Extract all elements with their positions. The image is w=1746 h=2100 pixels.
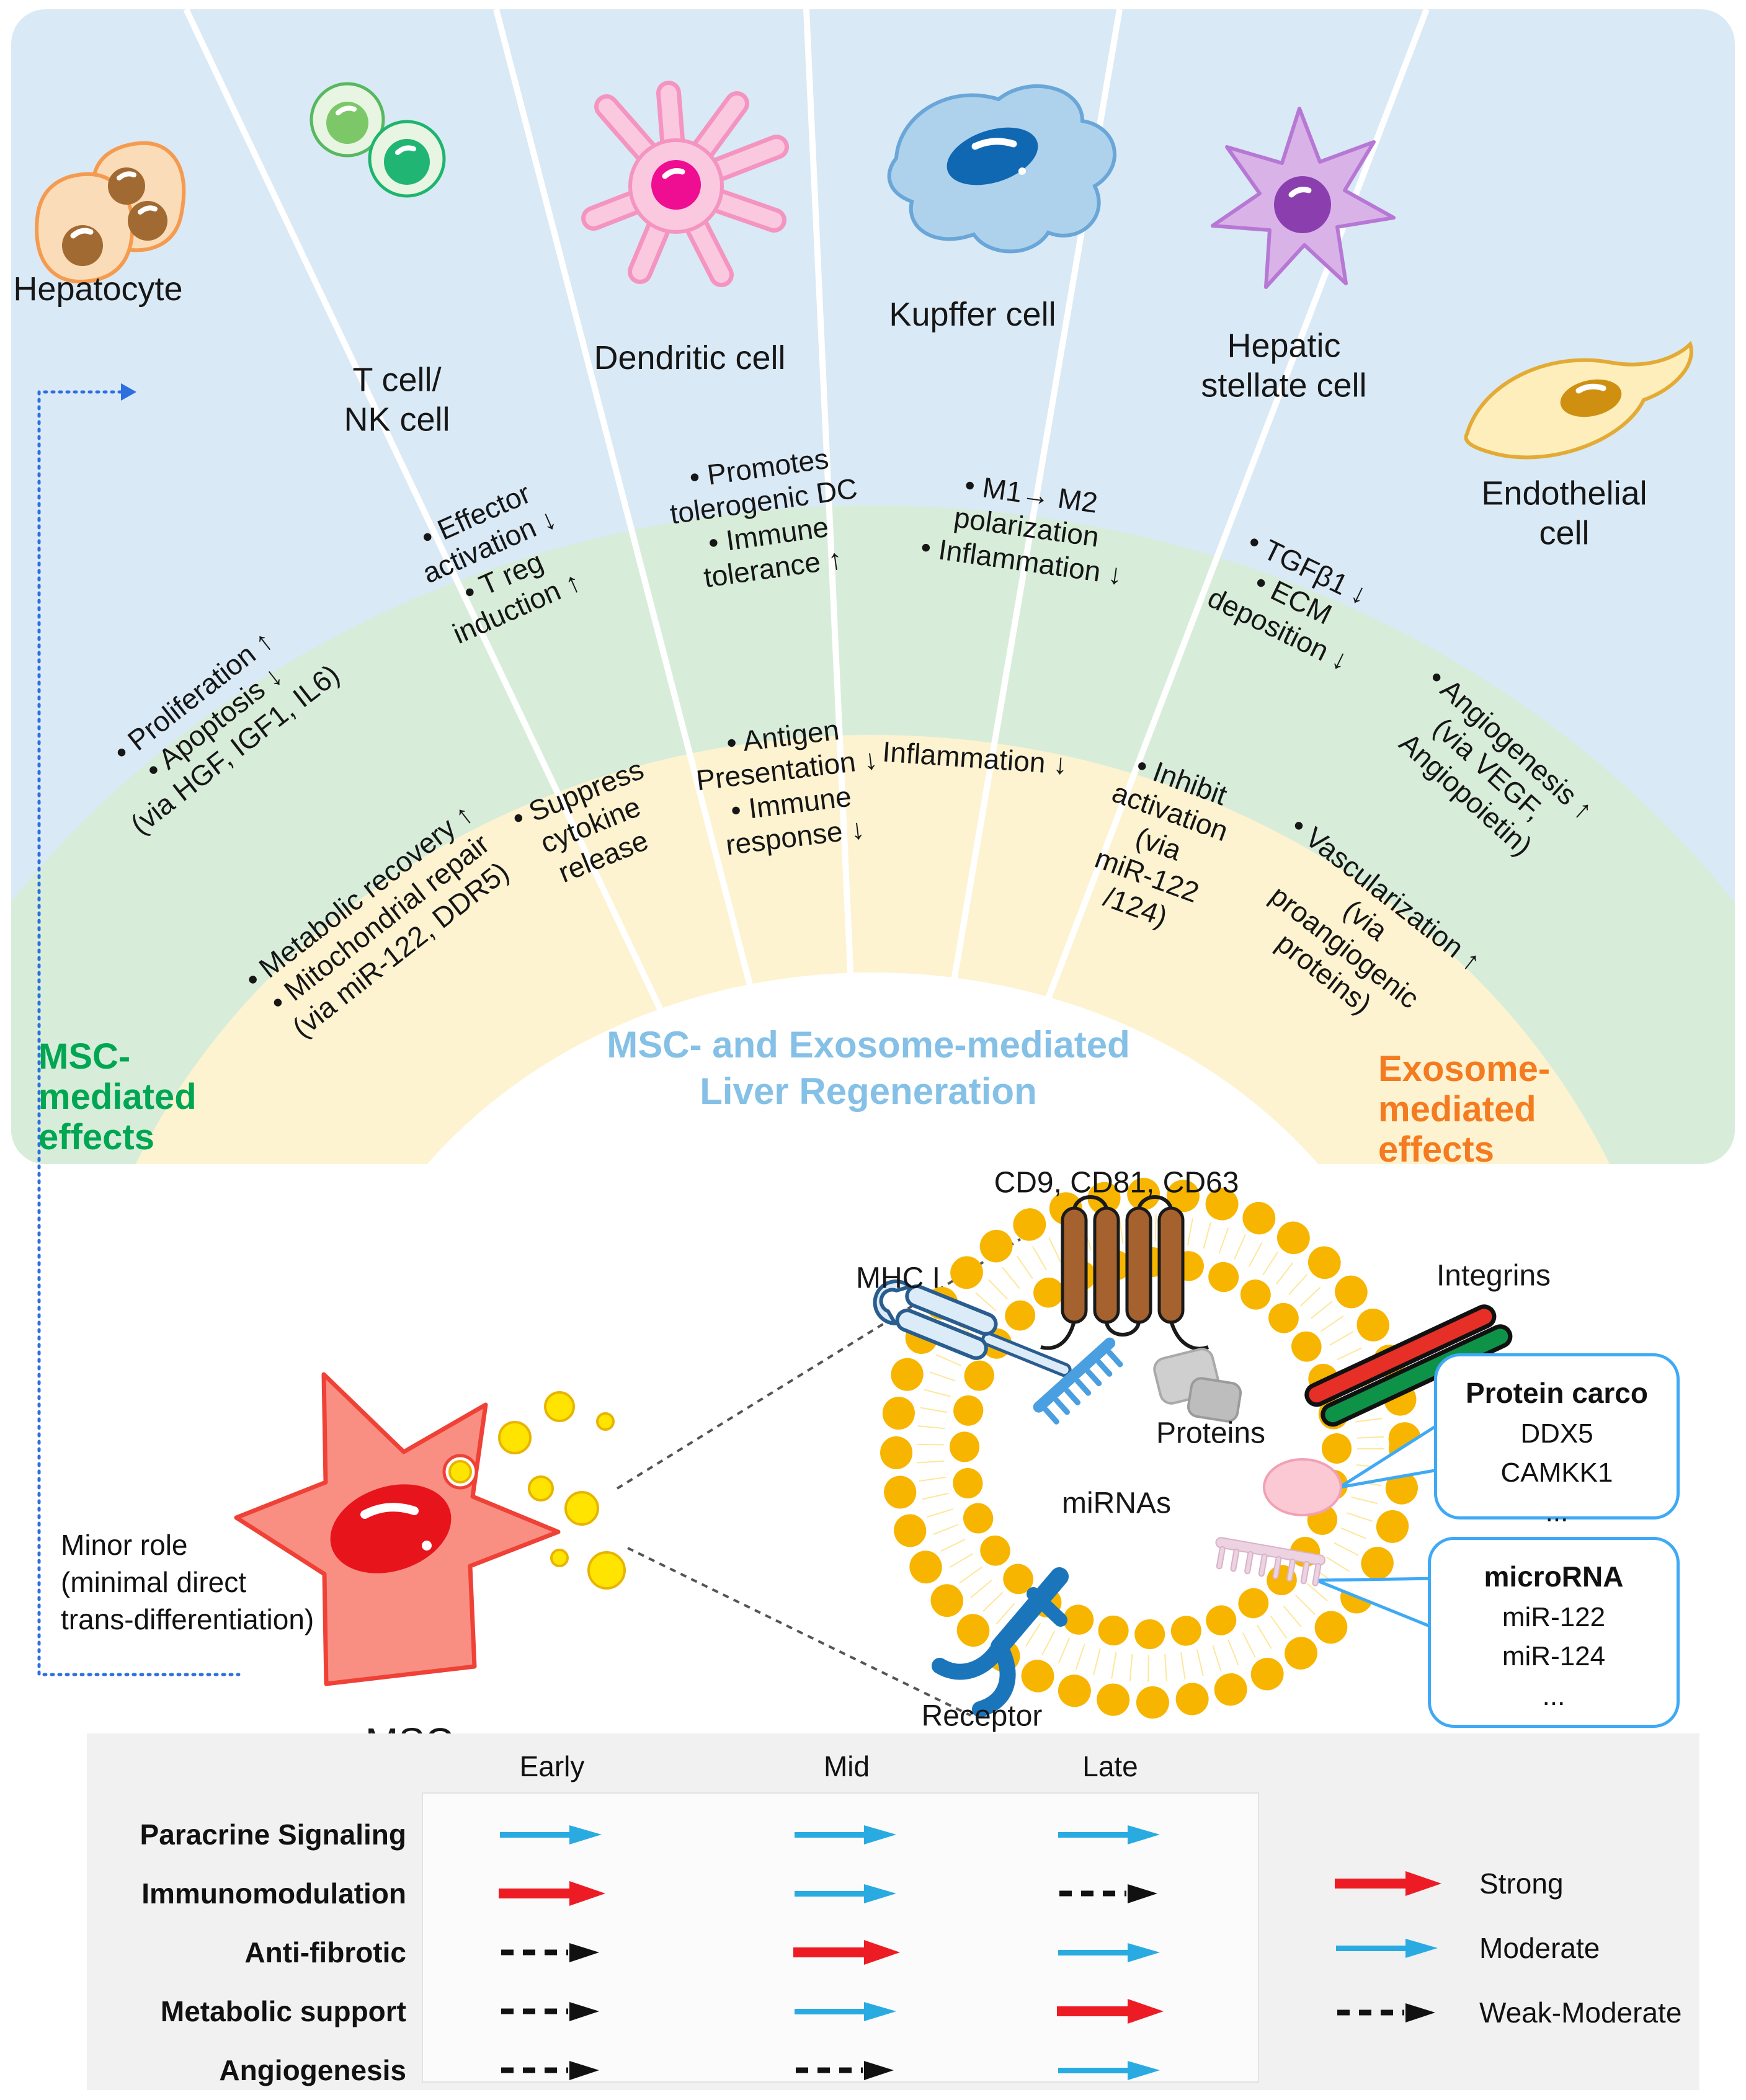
protein-cargo-title: Protein carco: [1466, 1377, 1648, 1409]
timeline-arrow-3-2-strong-icon: [1054, 1995, 1166, 2027]
tetraspanin-label: CD9, CD81, CD63: [994, 1166, 1239, 1199]
t-nk-cell-icon: [310, 82, 446, 198]
timeline-arrow-3-0-weak-icon: [496, 1995, 608, 2027]
microrna-callout: microRNA miR-122 miR-124 ...: [1428, 1537, 1680, 1728]
microrna-item: ...: [1542, 1681, 1566, 1712]
legend-arrow-strong-icon: [1332, 1867, 1444, 1900]
exo-effect-dendritic: • Antigen Presentation ↓ • Immune respon…: [694, 713, 880, 861]
msc-effect-dendritic: • Promotes tolerogenic DC • Immune toler…: [667, 442, 860, 594]
kupffer-cell-icon: [887, 84, 1117, 254]
fan-title: MSC- and Exosome-mediated Liver Regenera…: [607, 1024, 1130, 1112]
stellate-cell-label: Hepatic stellate cell: [1201, 327, 1367, 404]
legend-arrow-weak-icon: [1332, 1996, 1444, 2029]
timeline-arrow-4-1-weak-icon: [791, 2054, 902, 2086]
phase-header-mid: Mid: [823, 1750, 870, 1782]
integrins-icon: [1304, 1304, 1513, 1427]
integrins-label: Integrins: [1436, 1259, 1551, 1292]
exosome-mediated-effects-label: Exosome- mediated effects: [1378, 1049, 1551, 1170]
timeline-arrow-2-1-strong-icon: [791, 1936, 902, 1969]
fan-diagram: [11, 9, 1735, 1164]
proteins-icon: [1153, 1348, 1242, 1423]
legend-label-strong: Strong: [1479, 1867, 1564, 1900]
hepatic-stellate-cell-icon: [1211, 107, 1396, 289]
protein-cargo-item: ...: [1545, 1497, 1569, 1528]
microrna-item: miR-122: [1502, 1601, 1606, 1632]
timeline-row-label: Anti-fibrotic: [244, 1936, 406, 1969]
tetraspanin-icon: [1040, 1195, 1209, 1351]
hepatocyte-icon: [35, 141, 186, 283]
dotted-arrowhead-icon: [121, 383, 136, 401]
timeline-arrow-4-2-moderate-icon: [1054, 2054, 1166, 2086]
legend-label-moderate: Moderate: [1479, 1932, 1600, 1964]
protein-cargo-item: DDX5: [1520, 1418, 1593, 1449]
proteins-label: Proteins: [1156, 1417, 1266, 1450]
timeline-arrow-1-0-strong-icon: [496, 1877, 608, 1910]
msc-mediated-effects-label: MSC- mediated effects: [38, 1036, 197, 1157]
timeline-arrow-2-0-weak-icon: [496, 1936, 608, 1969]
msc-effects-band: [11, 505, 1735, 1164]
timeline-arrow-0-2-moderate-icon: [1054, 1818, 1166, 1851]
protein-cargo-callout: Protein carco DDX5 CAMKK1 ...: [1434, 1353, 1680, 1528]
exosome-effects-band: [66, 735, 1679, 1164]
protein-cargo-item: CAMKK1: [1500, 1457, 1613, 1488]
timeline-row-label: Metabolic support: [160, 1995, 406, 2027]
endothelial-cell-icon: [1464, 340, 1693, 460]
mhc1-label: MHC I: [856, 1261, 940, 1295]
timeline-arrow-0-0-moderate-icon: [496, 1818, 608, 1851]
mirna-pink-icon: [1215, 1537, 1326, 1586]
dendritic-cell-label: Dendritic cell: [594, 339, 786, 377]
receptor-icon: [932, 1567, 1069, 1717]
kupffer-cell-label: Kupffer cell: [889, 296, 1056, 334]
t-nk-cell-label: T cell/ NK cell: [344, 361, 450, 438]
timeline-arrow-1-1-moderate-icon: [791, 1877, 902, 1910]
microrna-item: miR-124: [1502, 1641, 1606, 1672]
minor-role-dotted-connector: [37, 383, 241, 1676]
timeline-row-label: Immunomodulation: [141, 1877, 406, 1910]
released-exosome-dots-icon: [448, 1391, 626, 1590]
receptor-label: Receptor: [921, 1699, 1043, 1733]
timeline-arrow-4-0-weak-icon: [496, 2054, 608, 2086]
mirnas-label: miRNAs: [1062, 1487, 1171, 1520]
dendritic-cell-icon: [581, 81, 789, 287]
timeline-arrow-1-2-weak-icon: [1054, 1877, 1166, 1910]
microrna-title: microRNA: [1484, 1560, 1624, 1593]
timeline-row-label: Paracrine Signaling: [140, 1818, 406, 1851]
timeline-inner-panel: [422, 1792, 1259, 2083]
hepatocyte-label: Hepatocyte: [13, 270, 183, 308]
mirna-blue-icon: [1033, 1337, 1123, 1425]
legend-label-weak: Weak-Moderate: [1479, 1996, 1682, 2029]
phase-header-late: Late: [1082, 1750, 1138, 1782]
endothelial-cell-label: Endothelial cell: [1481, 474, 1647, 551]
timeline-row-label: Angiogenesis: [219, 2054, 406, 2086]
timeline-arrow-0-1-moderate-icon: [791, 1818, 902, 1851]
phase-header-early: Early: [519, 1750, 585, 1782]
timeline-arrow-2-2-moderate-icon: [1054, 1936, 1166, 1969]
timeline-arrow-3-1-moderate-icon: [791, 1995, 902, 2027]
protein-cargo-vesicle-icon: [1263, 1458, 1342, 1516]
legend-arrow-moderate-icon: [1332, 1932, 1444, 1964]
minor-role-note: Minor role (minimal direct trans-differe…: [61, 1529, 314, 1635]
